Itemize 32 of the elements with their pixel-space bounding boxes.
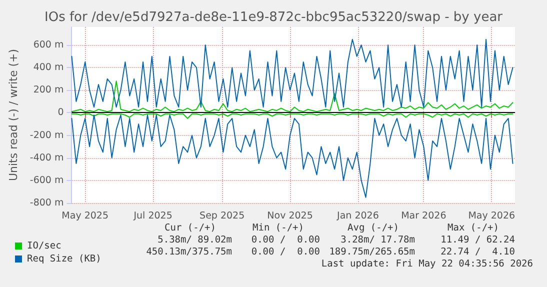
text: Avg (-/+) bbox=[348, 222, 399, 234]
text: 3.28m/ 17.78m bbox=[340, 234, 416, 246]
y-tick-label: 400 m bbox=[33, 62, 64, 74]
y-tick-label: 0 bbox=[58, 107, 64, 118]
text: Min (-/+) bbox=[252, 222, 304, 234]
x-tick-label: Jan 2026 bbox=[336, 210, 379, 222]
text: 0.00 / 0.00 bbox=[251, 246, 320, 258]
text: Max (-/+) bbox=[448, 222, 499, 234]
text: Last update: Fri May 22 04:35:56 2026 bbox=[321, 258, 534, 270]
x-tick-label: May 2025 bbox=[62, 210, 109, 222]
x-tick-label: Mar 2026 bbox=[401, 210, 446, 222]
x-tick-label: Jul 2025 bbox=[132, 210, 172, 222]
x-tick-label: Sep 2025 bbox=[200, 210, 245, 222]
x-tick-label: Nov 2025 bbox=[267, 210, 313, 222]
chart-title: IOs for /dev/e5d7927a-de8e-11e9-872c-bbc95ac53220/swap - by year bbox=[44, 10, 504, 25]
y-axis-title: Units read (-) / write (+) bbox=[7, 48, 20, 182]
y-tick-label: 200 m bbox=[33, 84, 64, 96]
legend-label: IO/sec bbox=[27, 240, 62, 252]
text: 0.00 / 0.00 bbox=[251, 234, 320, 246]
y-tick-label: 600 m bbox=[33, 40, 64, 51]
text: Cur (-/+) bbox=[164, 222, 216, 234]
y-tick-label: -400 m bbox=[30, 152, 64, 164]
y-tick-label: -800 m bbox=[30, 198, 64, 208]
legend-label: Req Size (KB) bbox=[27, 254, 102, 264]
text: 450.13m/375.75m bbox=[146, 246, 232, 258]
y-tick-label: -200 m bbox=[30, 130, 64, 141]
text: 22.74 / 4.10 bbox=[440, 246, 516, 258]
x-tick-label: May 2026 bbox=[468, 210, 516, 222]
text: 5.38m/ 89.02m bbox=[158, 234, 232, 246]
text: 189.75m/265.65m bbox=[329, 246, 416, 258]
y-tick-label: -600 m bbox=[30, 174, 64, 186]
text: 11.49 / 62.24 bbox=[440, 234, 516, 246]
